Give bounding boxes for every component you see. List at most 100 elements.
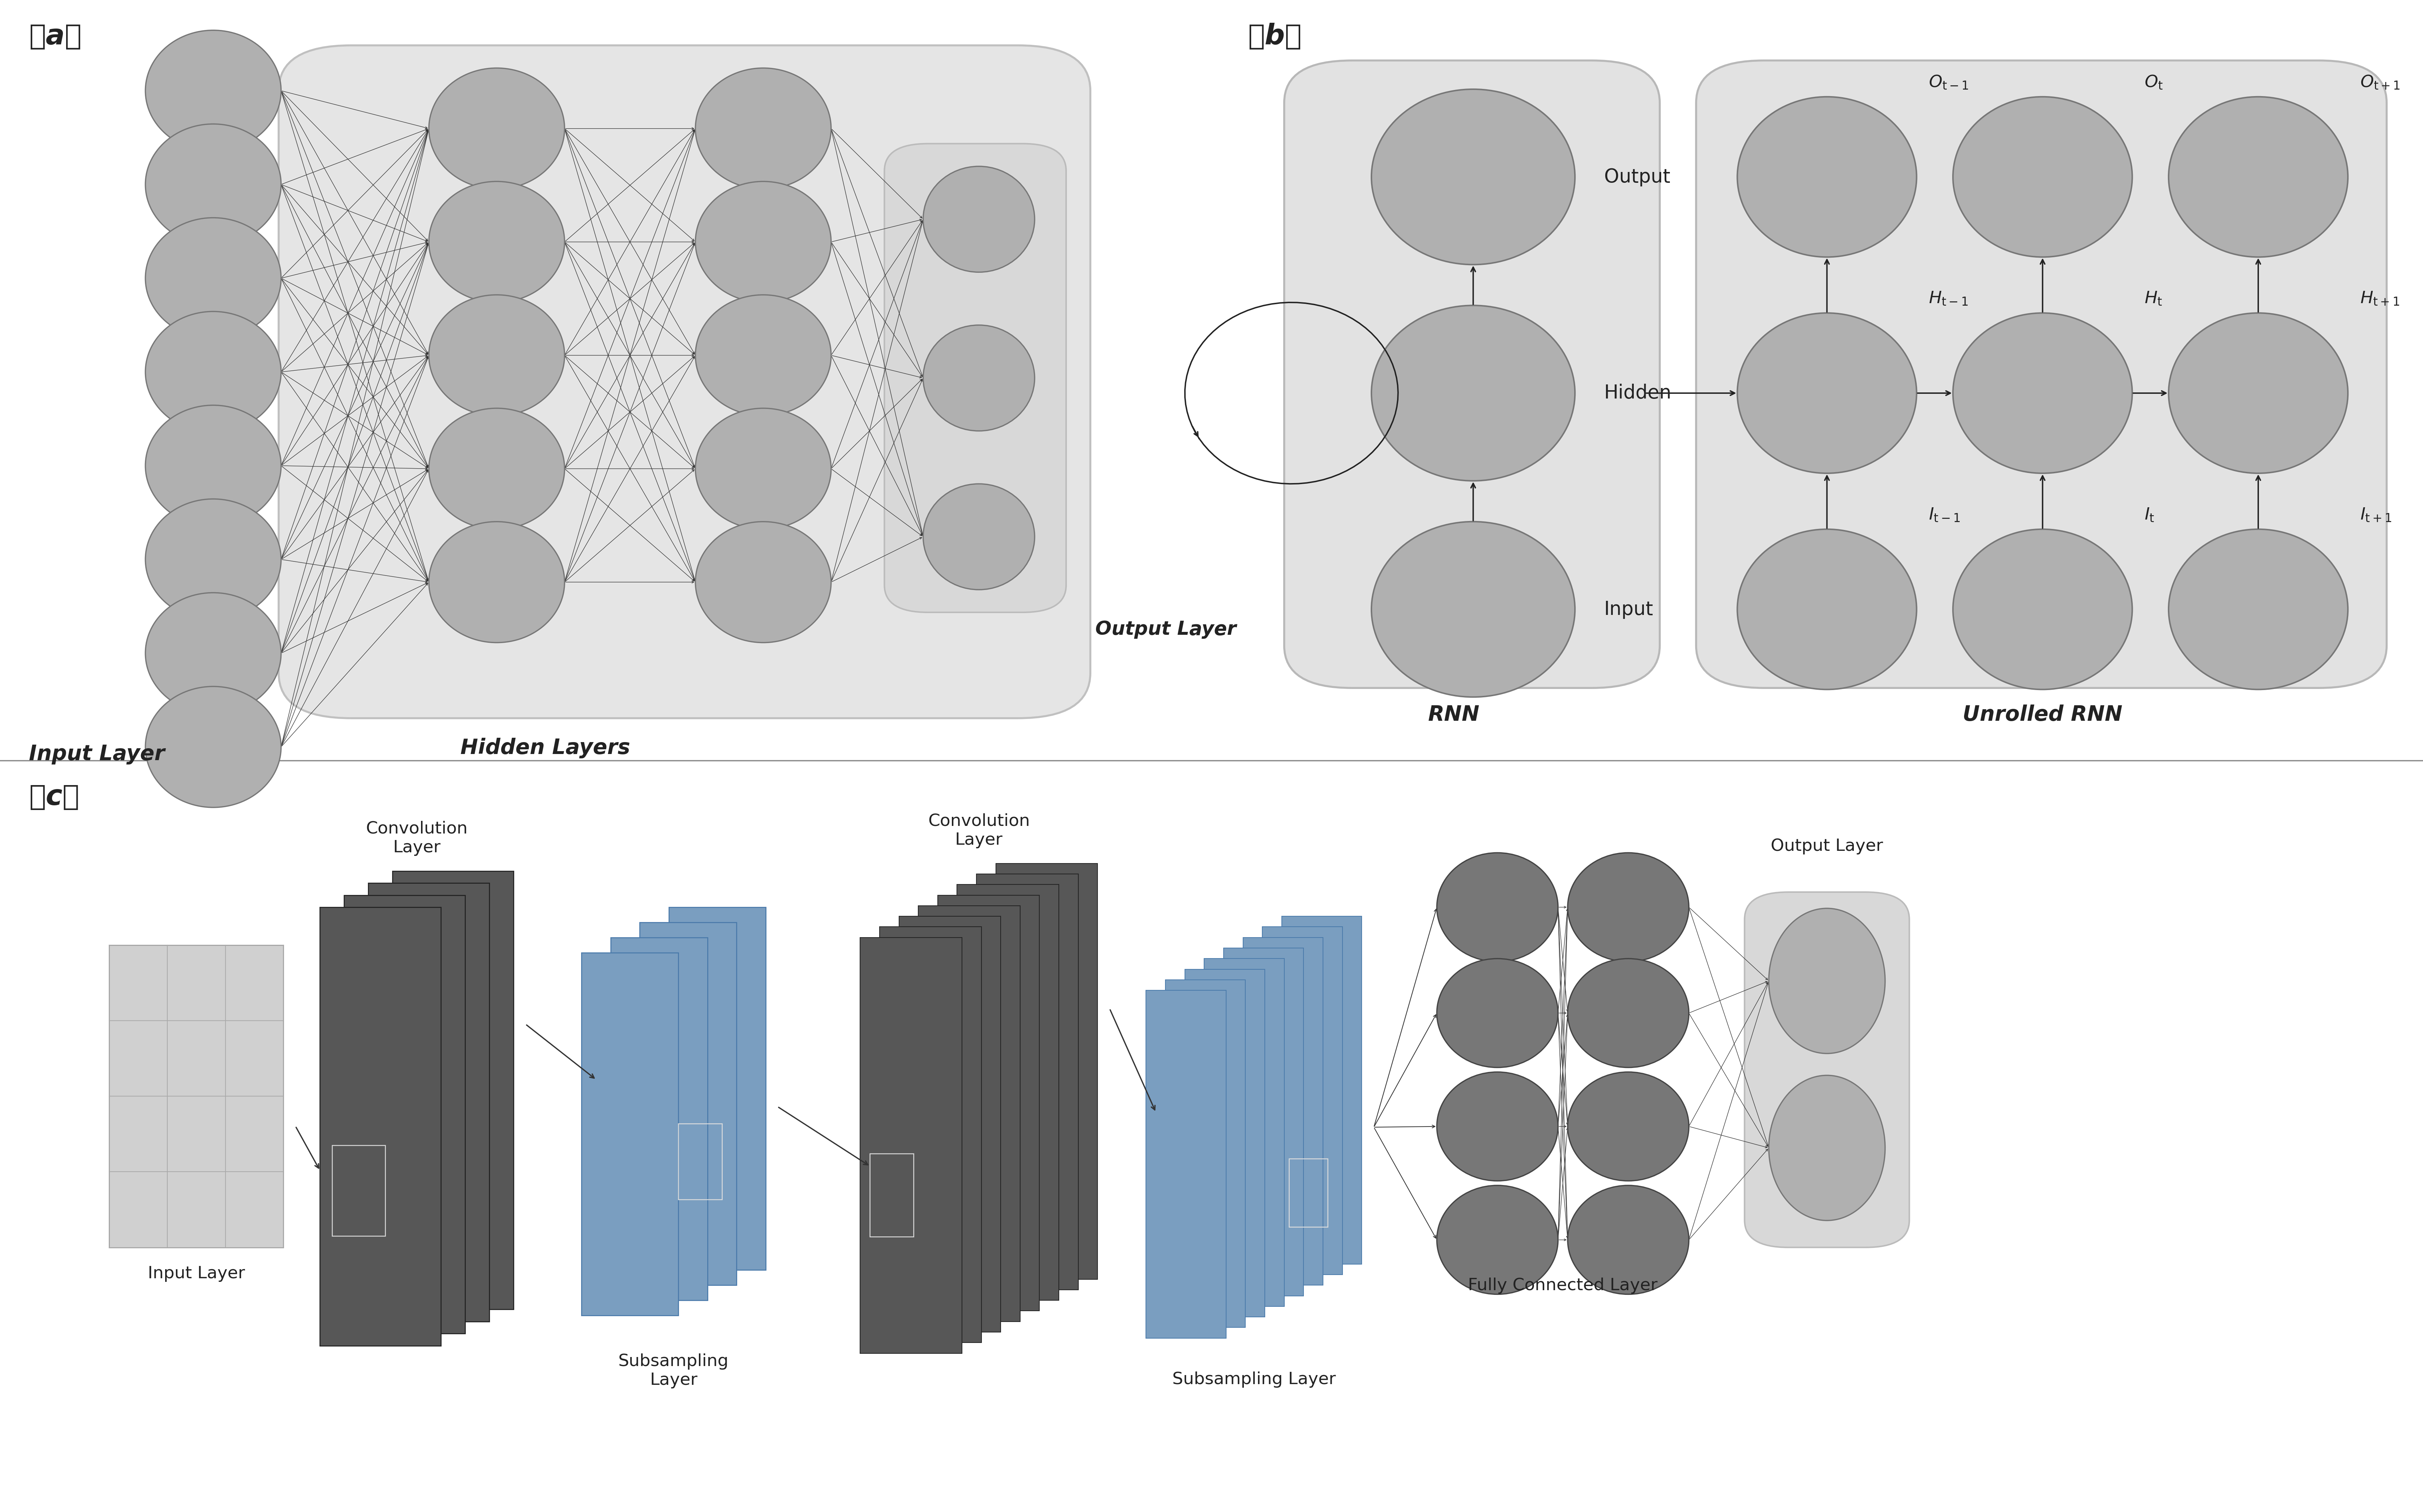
Bar <box>957 885 1059 1300</box>
Text: Convolution
Layer: Convolution Layer <box>928 813 1030 848</box>
Ellipse shape <box>2169 313 2348 473</box>
Text: Convolution
Layer: Convolution Layer <box>366 821 468 856</box>
Bar <box>899 916 1001 1332</box>
Bar <box>880 927 981 1343</box>
Text: $H_{\mathrm{t-1}}$: $H_{\mathrm{t-1}}$ <box>1929 290 1967 307</box>
Ellipse shape <box>1953 313 2132 473</box>
Bar <box>1243 937 1323 1285</box>
Bar <box>344 895 465 1334</box>
Ellipse shape <box>429 68 565 189</box>
Text: $O_{\mathrm{t-1}}$: $O_{\mathrm{t-1}}$ <box>1929 74 1970 91</box>
FancyBboxPatch shape <box>1745 892 1909 1247</box>
Ellipse shape <box>1568 959 1689 1067</box>
Ellipse shape <box>1568 853 1689 962</box>
Ellipse shape <box>145 405 281 526</box>
Text: Output Layer: Output Layer <box>1771 838 1883 854</box>
FancyBboxPatch shape <box>884 144 1066 612</box>
Bar <box>1282 916 1362 1264</box>
Text: Subsampling Layer: Subsampling Layer <box>1173 1371 1335 1388</box>
Ellipse shape <box>923 166 1035 272</box>
Text: $I_{\mathrm{t}}$: $I_{\mathrm{t}}$ <box>2144 507 2154 523</box>
Text: $O_{\mathrm{t}}$: $O_{\mathrm{t}}$ <box>2144 74 2164 91</box>
Text: $I_{\mathrm{t-1}}$: $I_{\mathrm{t-1}}$ <box>1929 507 1960 523</box>
Text: Subsampling
Layer: Subsampling Layer <box>618 1353 729 1388</box>
FancyBboxPatch shape <box>1284 60 1660 688</box>
Ellipse shape <box>695 181 831 302</box>
Ellipse shape <box>145 218 281 339</box>
Text: $O_{\mathrm{t+1}}$: $O_{\mathrm{t+1}}$ <box>2360 74 2401 91</box>
Ellipse shape <box>429 522 565 643</box>
Bar <box>320 907 441 1346</box>
Bar <box>1262 927 1342 1275</box>
Text: （c）: （c） <box>29 783 80 810</box>
Bar <box>669 907 766 1270</box>
Text: Hidden: Hidden <box>1604 384 1672 402</box>
Ellipse shape <box>145 593 281 714</box>
Ellipse shape <box>145 124 281 245</box>
Bar <box>109 945 283 1247</box>
Ellipse shape <box>2169 529 2348 689</box>
Ellipse shape <box>429 408 565 529</box>
Ellipse shape <box>1737 313 1917 473</box>
Text: Fully Connected Layer: Fully Connected Layer <box>1468 1278 1657 1294</box>
Ellipse shape <box>1437 959 1558 1067</box>
Ellipse shape <box>923 484 1035 590</box>
Bar <box>678 1123 722 1199</box>
Bar <box>860 937 962 1353</box>
Text: $I_{\mathrm{t+1}}$: $I_{\mathrm{t+1}}$ <box>2360 507 2392 523</box>
Ellipse shape <box>1953 529 2132 689</box>
Bar <box>918 906 1020 1321</box>
Bar <box>393 871 514 1309</box>
Bar <box>1185 969 1265 1317</box>
Ellipse shape <box>695 295 831 416</box>
Ellipse shape <box>2169 97 2348 257</box>
Text: Output: Output <box>1604 168 1669 186</box>
Text: RNN: RNN <box>1427 705 1480 726</box>
Bar <box>1289 1158 1328 1226</box>
Ellipse shape <box>1437 853 1558 962</box>
Ellipse shape <box>1953 97 2132 257</box>
FancyBboxPatch shape <box>1696 60 2387 688</box>
Ellipse shape <box>1737 97 1917 257</box>
Ellipse shape <box>429 181 565 302</box>
Ellipse shape <box>1769 1075 1885 1220</box>
Ellipse shape <box>695 522 831 643</box>
Ellipse shape <box>1437 1072 1558 1181</box>
Ellipse shape <box>429 295 565 416</box>
Ellipse shape <box>1371 305 1575 481</box>
Text: Output Layer: Output Layer <box>1095 620 1236 638</box>
Ellipse shape <box>145 499 281 620</box>
Ellipse shape <box>1769 909 1885 1054</box>
Ellipse shape <box>1437 1185 1558 1294</box>
Bar <box>1224 948 1304 1296</box>
Ellipse shape <box>1737 529 1917 689</box>
Ellipse shape <box>1568 1072 1689 1181</box>
Ellipse shape <box>923 325 1035 431</box>
Bar <box>640 922 737 1285</box>
Bar <box>976 874 1078 1290</box>
Bar <box>870 1154 913 1237</box>
Text: Input: Input <box>1604 600 1652 618</box>
Ellipse shape <box>1371 522 1575 697</box>
Bar <box>1204 959 1284 1306</box>
Ellipse shape <box>145 686 281 807</box>
Bar <box>938 895 1039 1311</box>
Ellipse shape <box>695 68 831 189</box>
Ellipse shape <box>145 30 281 151</box>
Text: Unrolled RNN: Unrolled RNN <box>1963 705 2123 726</box>
Bar <box>368 883 489 1321</box>
Text: （a）: （a） <box>29 23 82 50</box>
Text: $H_{\mathrm{t+1}}$: $H_{\mathrm{t+1}}$ <box>2360 290 2399 307</box>
Text: （b）: （b） <box>1248 23 1301 50</box>
Bar <box>1165 980 1245 1328</box>
Ellipse shape <box>1568 1185 1689 1294</box>
Text: $H_{\mathrm{t}}$: $H_{\mathrm{t}}$ <box>2144 290 2161 307</box>
FancyBboxPatch shape <box>279 45 1090 718</box>
Bar <box>1146 990 1226 1338</box>
Bar <box>996 863 1098 1279</box>
Bar <box>611 937 708 1300</box>
Ellipse shape <box>695 408 831 529</box>
Ellipse shape <box>1371 89 1575 265</box>
Bar <box>582 953 678 1315</box>
Text: Input Layer: Input Layer <box>148 1266 245 1282</box>
